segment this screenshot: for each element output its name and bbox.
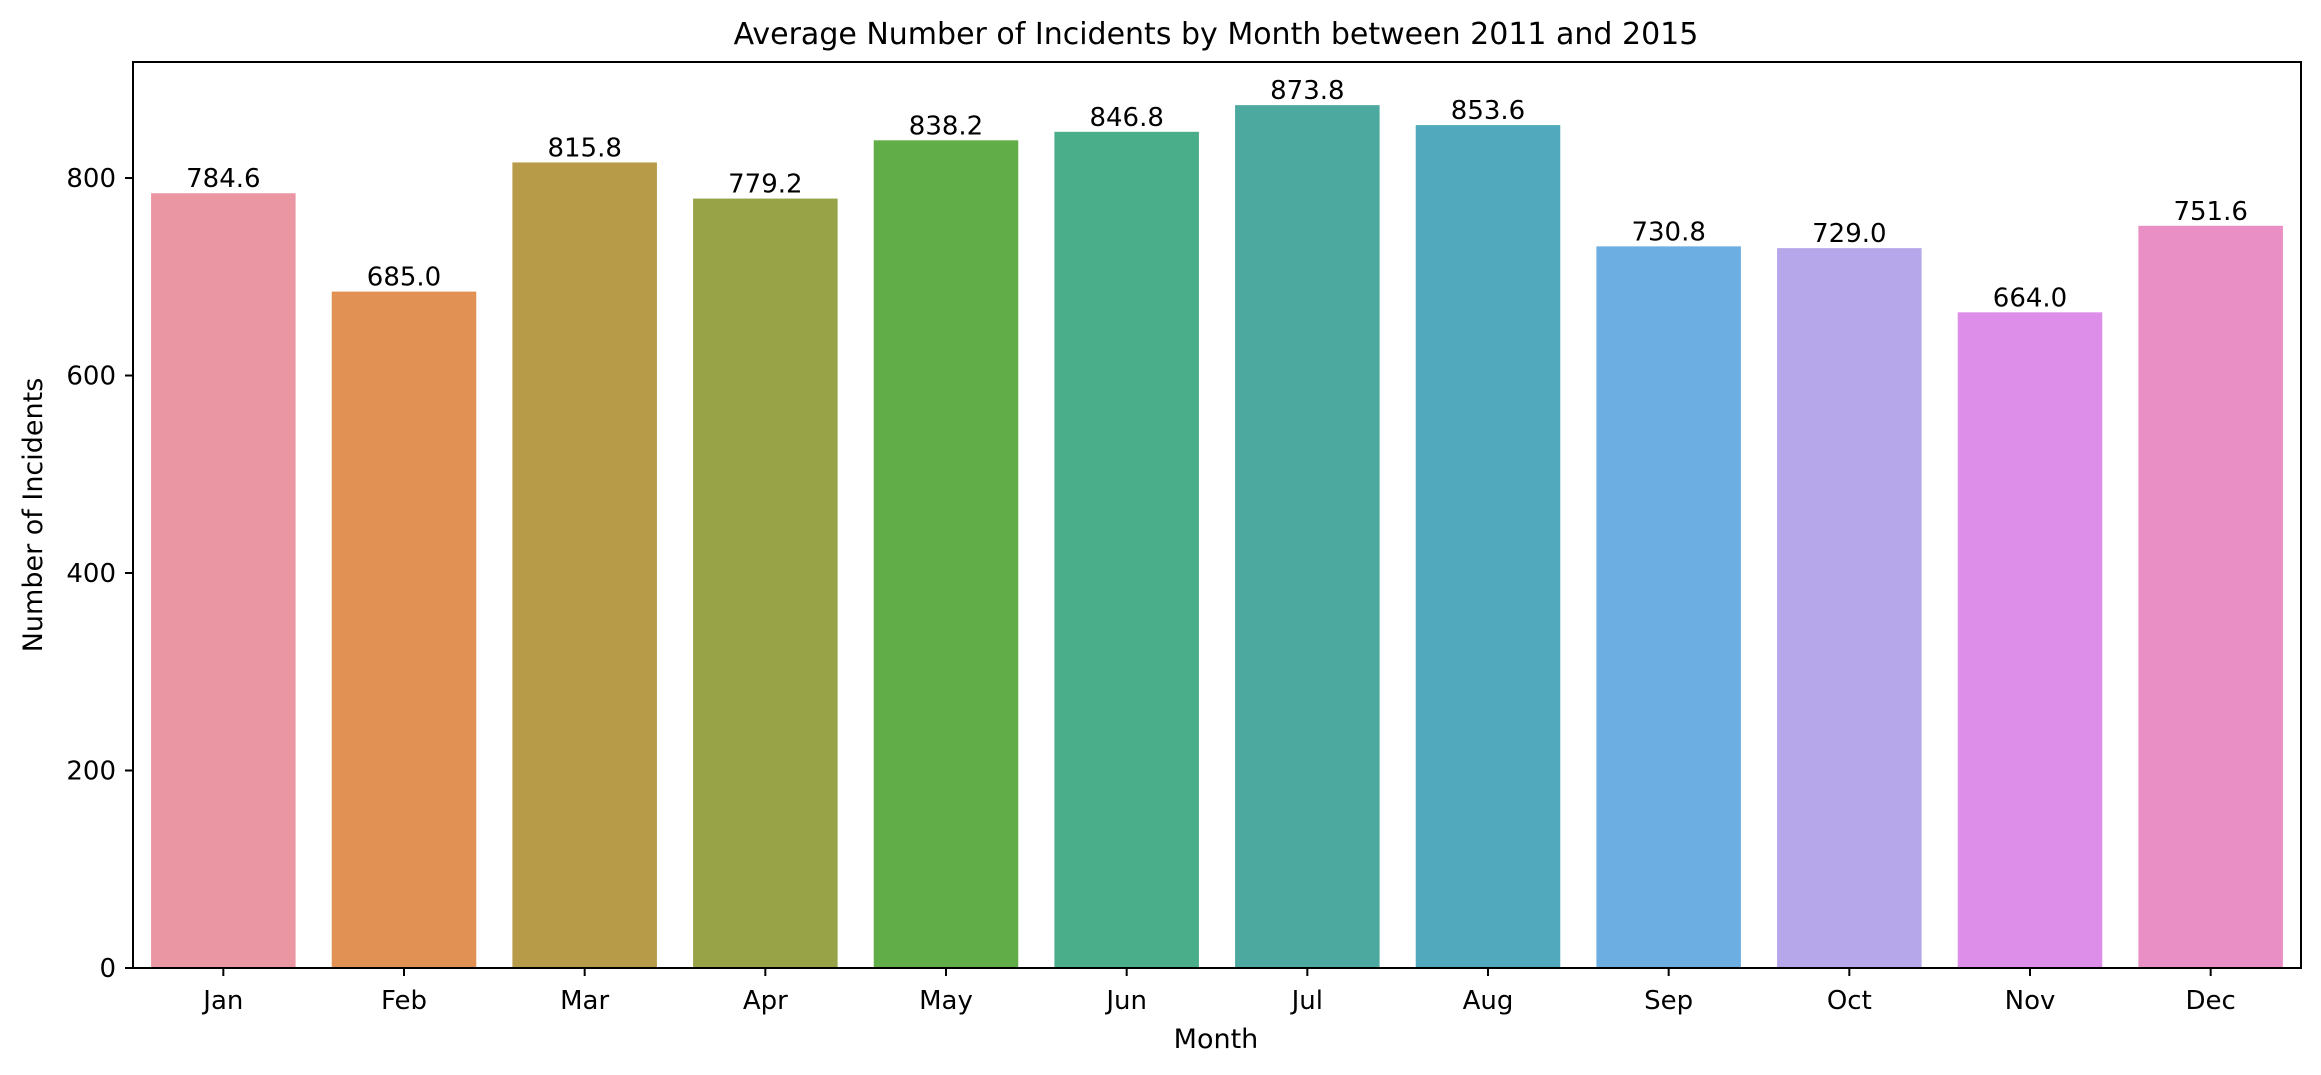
data-label-feb: 685.0: [367, 263, 441, 293]
bar-oct: [1777, 248, 1922, 968]
x-tick-label-aug: Aug: [1463, 986, 1514, 1016]
bar-mar: [512, 162, 657, 968]
data-label-dec: 751.6: [2173, 197, 2247, 227]
bar-jul: [1235, 105, 1380, 968]
bar-jan: [151, 193, 296, 969]
x-tick-label-dec: Dec: [2186, 986, 2236, 1016]
bar-aug: [1415, 125, 1561, 969]
x-tick-label-may: May: [919, 986, 973, 1016]
data-label-nov: 664.0: [1993, 283, 2067, 313]
y-axis-ticks: 0 200 400 600 800: [66, 164, 133, 984]
y-tick-label-400: 400: [66, 559, 116, 589]
data-label-jun: 846.8: [1089, 103, 1163, 133]
bar-sep: [1596, 246, 1741, 969]
y-tick-label-600: 600: [66, 362, 116, 392]
y-tick-label-200: 200: [66, 757, 116, 787]
x-axis-label: Month: [1174, 1024, 1259, 1055]
bar-apr: [693, 198, 838, 968]
x-tick-label-jan: Jan: [201, 986, 243, 1016]
data-label-sep: 730.8: [1631, 217, 1705, 247]
axes-frame: [132, 61, 2302, 969]
bars-group: [151, 105, 2283, 969]
data-label-aug: 853.6: [1451, 96, 1525, 126]
bar-jun: [1054, 131, 1199, 968]
y-axis-label: Number of Incidents: [18, 378, 49, 653]
x-tick-label-mar: Mar: [560, 986, 609, 1016]
x-tick-label-oct: Oct: [1827, 986, 1872, 1016]
data-label-may: 838.2: [909, 111, 983, 141]
x-tick-label-nov: Nov: [2005, 986, 2056, 1016]
bar-nov: [1957, 312, 2103, 968]
data-label-oct: 729.0: [1812, 219, 1886, 249]
bar-dec: [2138, 225, 2283, 968]
x-tick-label-apr: Apr: [743, 986, 788, 1016]
y-tick-label-0: 0: [99, 954, 116, 984]
x-tick-label-feb: Feb: [381, 986, 427, 1016]
bar-feb: [331, 291, 477, 969]
bar-may: [873, 140, 1019, 968]
chart-title: Average Number of Incidents by Month bet…: [734, 17, 1699, 52]
x-tick-label-sep: Sep: [1644, 986, 1693, 1016]
data-label-apr: 779.2: [728, 170, 802, 200]
x-axis-ticks: Jan Feb Mar Apr May Jun Jul Aug Sep Oct Nov Dec: [201, 968, 2236, 1016]
data-label-mar: 815.8: [547, 133, 621, 163]
y-tick-label-800: 800: [66, 164, 116, 194]
data-labels-group: 784.6 685.0 815.8 779.2 838.2 846.8 873.8 853.6…: [186, 76, 2248, 313]
x-tick-label-jun: Jun: [1104, 986, 1147, 1016]
data-label-jan: 784.6: [186, 164, 260, 194]
data-label-jul: 873.8: [1270, 76, 1344, 106]
x-tick-label-jul: Jul: [1290, 986, 1323, 1016]
